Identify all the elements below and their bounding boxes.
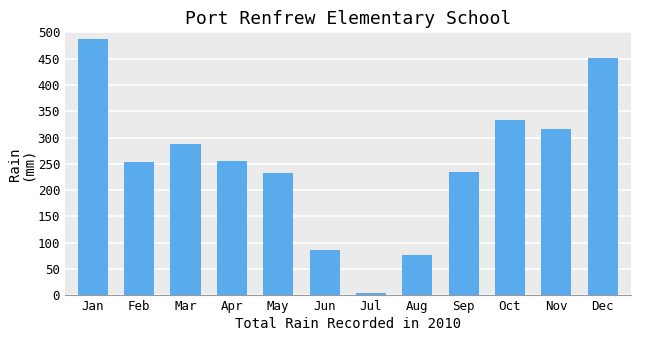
Y-axis label: Rain
(mm): Rain (mm) bbox=[8, 147, 35, 181]
Bar bbox=[263, 173, 293, 295]
Bar bbox=[124, 162, 154, 295]
Bar bbox=[217, 161, 247, 295]
Bar bbox=[541, 129, 571, 295]
Bar bbox=[402, 255, 432, 295]
Bar bbox=[78, 39, 108, 295]
X-axis label: Total Rain Recorded in 2010: Total Rain Recorded in 2010 bbox=[235, 317, 461, 331]
Title: Port Renfrew Elementary School: Port Renfrew Elementary School bbox=[185, 10, 511, 28]
Bar bbox=[448, 172, 478, 295]
Bar bbox=[356, 293, 386, 295]
Bar bbox=[170, 144, 201, 295]
Bar bbox=[309, 250, 340, 295]
Bar bbox=[495, 120, 525, 295]
Bar bbox=[588, 58, 618, 295]
